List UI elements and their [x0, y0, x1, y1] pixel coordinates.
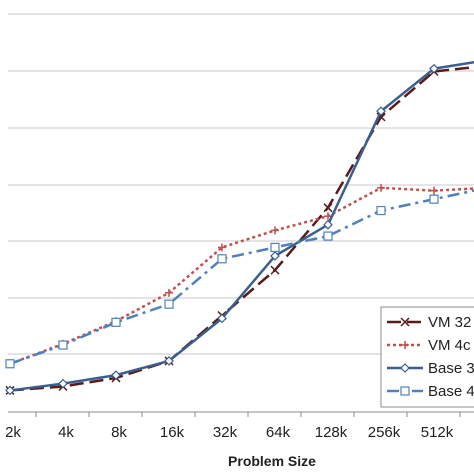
- data-point: [58, 378, 68, 389]
- data-point: [165, 288, 173, 297]
- legend: VM 32 VM 4c Base 3 Base 4: [380, 306, 474, 408]
- legend-item: VM 4c: [387, 337, 471, 354]
- x-tick-label: 32k: [213, 424, 238, 441]
- data-point: [111, 370, 121, 380]
- x-tick-label: 128k: [315, 424, 348, 441]
- legend-item: Base 3: [387, 360, 474, 377]
- data-point: [430, 186, 438, 195]
- series-base-3: [5, 60, 474, 396]
- x-axis-title: Problem Size: [228, 453, 316, 469]
- data-point: [218, 243, 226, 252]
- data-point: [217, 313, 227, 324]
- x-tick-label: 4k: [58, 424, 74, 441]
- data-point: [164, 356, 174, 366]
- data-point: [111, 317, 121, 327]
- data-point: [270, 242, 280, 253]
- data-point: [376, 205, 386, 216]
- x-tick-label: 16k: [160, 424, 185, 441]
- data-point: [400, 363, 410, 373]
- data-point: [376, 106, 386, 117]
- data-point: [400, 386, 410, 396]
- x-axis: 2k4k8k16k32k64k128k256k512k1M: [5, 412, 461, 441]
- data-point: [5, 359, 15, 369]
- series-layer: [5, 60, 474, 396]
- legend-label: Base 3: [428, 360, 474, 377]
- data-point: [429, 194, 439, 204]
- series-line: [9, 65, 474, 392]
- data-point: [377, 183, 385, 192]
- data-point: [323, 219, 333, 230]
- x-tick-label: 512k: [421, 424, 454, 441]
- data-point: [270, 251, 280, 261]
- series-base-4: [5, 189, 474, 369]
- data-point: [270, 265, 280, 275]
- legend-label: Base 4: [428, 383, 474, 400]
- data-point: [58, 340, 68, 350]
- data-point: [217, 254, 227, 264]
- data-point: [401, 341, 409, 349]
- x-tick-label: 2k: [5, 424, 21, 441]
- data-point: [323, 203, 333, 213]
- data-point: [400, 317, 410, 327]
- data-point: [164, 299, 174, 309]
- data-point: [271, 226, 279, 235]
- legend-label: VM 4c: [428, 337, 471, 354]
- data-point: [429, 63, 439, 74]
- series-line: [9, 60, 474, 392]
- data-point: [323, 231, 333, 241]
- data-point: [5, 385, 15, 396]
- series-line: [9, 189, 474, 365]
- x-tick-label: 8k: [111, 424, 127, 441]
- legend-label: VM 32: [428, 314, 471, 331]
- x-tick-label: 64k: [266, 424, 291, 441]
- legend-item: Base 4: [387, 383, 474, 400]
- legend-item: VM 32: [387, 314, 471, 331]
- x-tick-label: 256k: [368, 424, 401, 441]
